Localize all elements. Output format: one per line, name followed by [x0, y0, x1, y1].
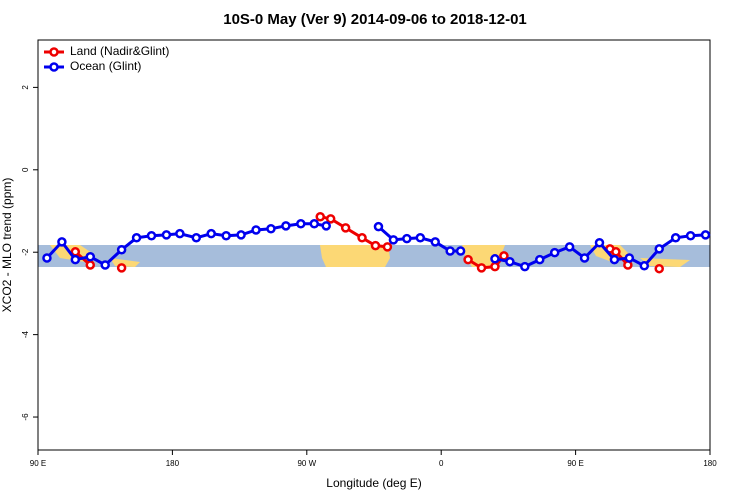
point: [388, 235, 399, 245]
plot-frame: [37, 39, 711, 451]
point: [161, 230, 172, 240]
point: [175, 228, 185, 239]
point: [116, 263, 127, 273]
point: [57, 237, 67, 247]
point: [490, 261, 500, 272]
point: [191, 233, 202, 243]
point: [415, 233, 426, 243]
legend-marker: [49, 47, 59, 57]
point: [535, 254, 545, 265]
x-tick-label: 180: [166, 459, 180, 468]
y-tick-label: -6: [21, 413, 30, 421]
point: [206, 228, 216, 239]
point: [490, 254, 500, 264]
point: [266, 223, 276, 234]
point: [315, 212, 325, 222]
point: [382, 242, 393, 252]
point: [455, 246, 466, 256]
y-tick-label: -2: [21, 248, 30, 256]
legend-marker: [49, 62, 59, 72]
point: [670, 233, 681, 243]
point: [296, 219, 306, 229]
point: [357, 233, 367, 243]
point: [611, 247, 621, 257]
point: [594, 237, 605, 248]
point: [654, 244, 664, 254]
point: [370, 240, 381, 251]
point: [430, 237, 440, 247]
x-tick-label: 180: [703, 459, 717, 468]
point: [639, 261, 650, 271]
point: [116, 244, 127, 255]
point: [499, 251, 509, 261]
point: [476, 263, 487, 273]
point: [654, 263, 664, 274]
y-tick-label: 2: [21, 85, 30, 90]
point: [609, 254, 620, 265]
point: [70, 254, 81, 265]
point: [505, 256, 515, 267]
x-tick-label: 0: [439, 459, 444, 468]
point: [42, 253, 52, 263]
point: [281, 221, 291, 231]
x-tick-label: 90 E: [30, 459, 46, 468]
point: [549, 247, 560, 258]
chart-title: 10S-0 May (Ver 9) 2014-09-06 to 2018-12-…: [223, 11, 527, 28]
y-tick-label: 0: [21, 167, 30, 172]
x-tick-label: 90 E: [567, 459, 583, 468]
point: [624, 253, 635, 263]
point: [251, 225, 261, 235]
point: [85, 251, 96, 262]
point: [100, 260, 110, 270]
x-tick-label: 90 W: [297, 459, 316, 468]
point: [309, 219, 320, 229]
point: [579, 253, 590, 263]
x-axis-label: Longitude (deg E): [326, 476, 421, 490]
point: [321, 221, 331, 231]
legend-label: Land (Nadir&Glint): [70, 44, 169, 58]
y-tick-label: -4: [21, 331, 30, 339]
point: [236, 230, 246, 240]
point: [131, 233, 142, 243]
point: [445, 246, 455, 256]
legend-label: Ocean (Glint): [70, 59, 141, 73]
point: [700, 230, 711, 240]
point: [402, 233, 412, 244]
point: [325, 214, 336, 224]
point: [520, 261, 530, 272]
point: [463, 254, 473, 265]
y-axis-label: XCO2 - MLO trend (ppm): [0, 178, 14, 313]
land-patch: [320, 245, 390, 267]
land-patch: [110, 258, 140, 267]
point: [146, 230, 157, 241]
point: [340, 223, 351, 233]
land-patch: [640, 258, 690, 267]
point: [564, 242, 575, 252]
point: [85, 260, 96, 270]
point: [221, 230, 231, 241]
point: [685, 230, 696, 241]
point: [373, 221, 384, 232]
